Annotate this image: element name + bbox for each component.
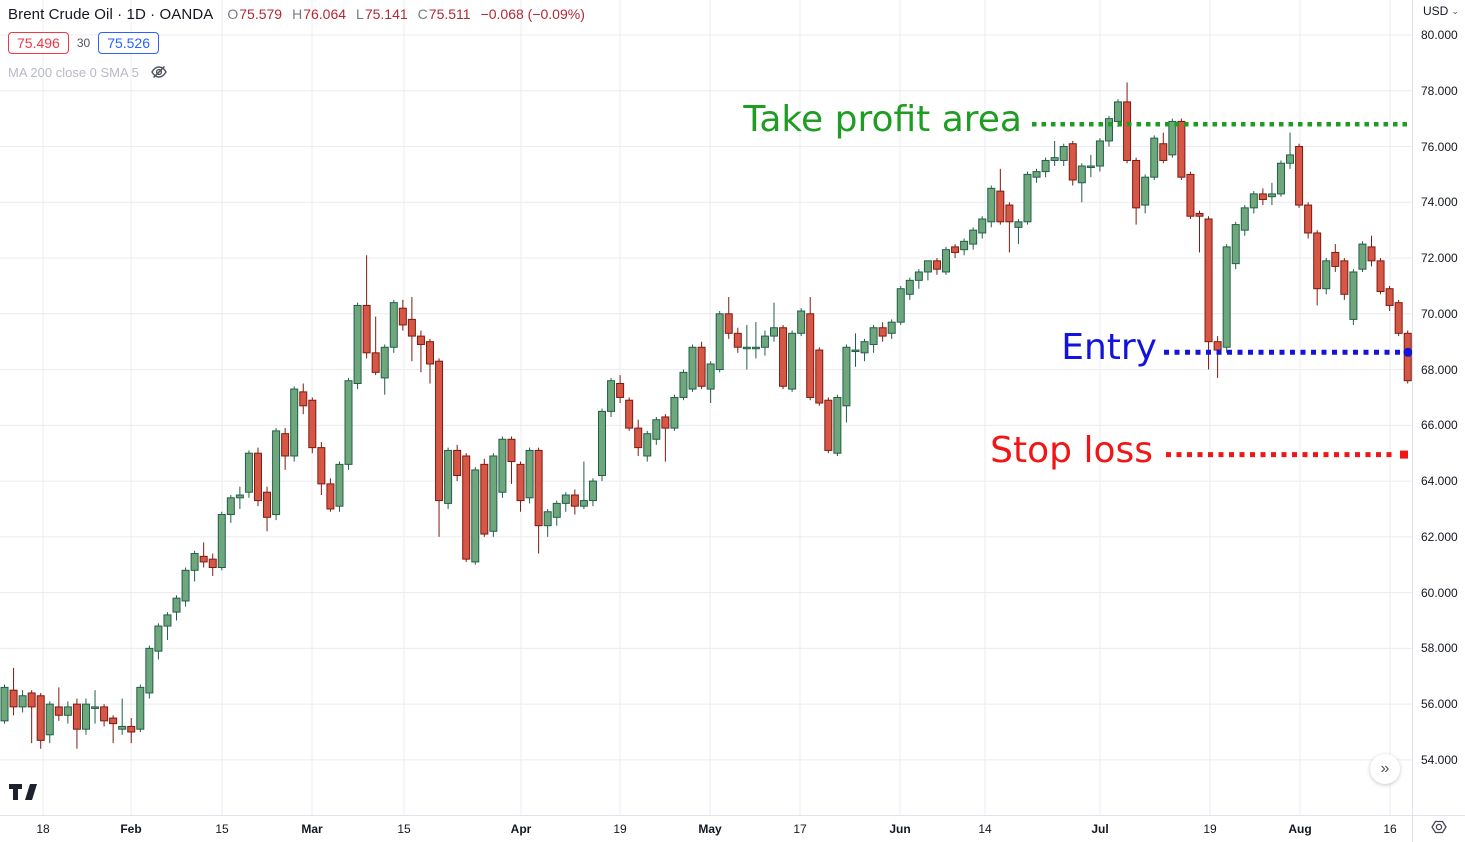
axis-corner — [1412, 815, 1465, 842]
price-tick-label: 76.000 — [1421, 139, 1458, 154]
price-tick-label: 56.000 — [1421, 697, 1458, 712]
time-tick-label: 14 — [978, 822, 992, 836]
price-tick-label: 74.000 — [1421, 195, 1458, 210]
time-axis[interactable]: 18 Feb 15 Mar 15 Apr 19 May 17 Jun 14 Jul 19 Aug 16 — [0, 815, 1465, 842]
time-tick-label: 19 — [613, 822, 627, 836]
entry-label[interactable]: Entry — [1061, 327, 1157, 369]
bid-price-button[interactable]: 75.496 — [8, 32, 69, 54]
eye-hidden-icon[interactable] — [149, 62, 169, 82]
time-tick-label: 17 — [793, 822, 807, 836]
legend: Brent Crude Oil · 1D · OANDA O75.579 H76… — [8, 6, 585, 82]
currency-selector[interactable]: USD ⌄ — [1423, 4, 1459, 18]
symbol-title[interactable]: Brent Crude Oil · 1D · OANDA — [8, 6, 214, 23]
open-label: O — [227, 6, 239, 22]
axis-settings-icon[interactable] — [1430, 818, 1448, 841]
stop-loss-label[interactable]: Stop loss — [990, 429, 1153, 471]
time-tick-label: 15 — [397, 822, 411, 836]
expand-toolbar-button[interactable]: » — [1370, 754, 1400, 784]
high-value: 76.064 — [303, 6, 347, 22]
close-label: C — [417, 6, 428, 22]
time-tick-label: 18 — [36, 822, 50, 836]
time-tick-label: 19 — [1203, 822, 1217, 836]
price-tick-label: 64.000 — [1421, 474, 1458, 489]
price-tick-label: 70.000 — [1421, 306, 1458, 321]
price-tick-label: 68.000 — [1421, 362, 1458, 377]
price-tick-label: 62.000 — [1421, 529, 1458, 544]
time-tick-label: May — [698, 822, 722, 836]
change-value: −0.068 (−0.09%) — [480, 6, 585, 22]
price-tick-label: 72.000 — [1421, 251, 1458, 266]
time-tick-label: Apr — [510, 822, 532, 836]
time-tick-label: Mar — [301, 822, 323, 836]
currency-label: USD — [1423, 4, 1449, 18]
indicator-label[interactable]: MA 200 close 0 SMA 5 — [8, 64, 139, 80]
time-tick-label: Jul — [1091, 822, 1109, 836]
close-value: 75.511 — [428, 6, 471, 22]
time-tick-label: Feb — [120, 822, 142, 836]
time-tick-label: 15 — [215, 822, 229, 836]
price-tick-label: 66.000 — [1421, 418, 1458, 433]
price-tick-label: 54.000 — [1421, 752, 1458, 767]
time-tick-label: Jun — [889, 822, 911, 836]
time-tick-label: 16 — [1383, 822, 1397, 836]
double-chevron-right-icon: » — [1380, 760, 1390, 777]
price-tick-label: 60.000 — [1421, 585, 1458, 600]
chevron-down-icon: ⌄ — [1451, 5, 1459, 16]
price-tick-label: 80.000 — [1421, 28, 1458, 42]
price-axis[interactable]: USD ⌄ 80.000 78.000 76.000 74.000 72.000 70.0… — [1412, 0, 1465, 815]
high-label: H — [292, 6, 303, 22]
ask-price-button[interactable]: 75.526 — [98, 32, 160, 54]
open-value: 75.579 — [239, 6, 283, 22]
low-value: 75.141 — [364, 6, 408, 22]
price-tick-label: 58.000 — [1421, 641, 1458, 656]
low-label: L — [356, 6, 364, 22]
time-tick-label: Aug — [1288, 822, 1312, 836]
spread-value: 30 — [76, 36, 91, 50]
take-profit-label[interactable]: Take profit area — [743, 99, 1022, 141]
price-tick-label: 78.000 — [1421, 83, 1458, 98]
ohlc-values: O75.579 H76.064 L75.141 C75.511 −0.068 (… — [227, 6, 585, 22]
tradingview-logo[interactable] — [8, 782, 42, 807]
